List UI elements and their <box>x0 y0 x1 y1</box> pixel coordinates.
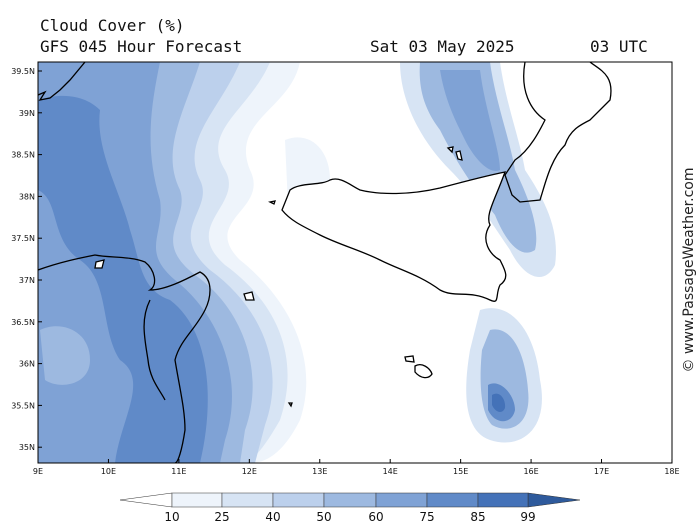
colorbar-segment <box>323 492 377 508</box>
lat-label: 35N <box>19 443 35 452</box>
colorbar-label: 10 <box>164 510 179 524</box>
lat-label: 37N <box>19 276 35 285</box>
map: 39.5N 39N 38.5N 38N 37.5N 37N 36.5N 36N 35.5N 35N… <box>11 61 680 476</box>
title: Cloud Cover (%) <box>40 16 185 35</box>
colorbar-label: 75 <box>419 510 434 524</box>
colorbar-label: 50 <box>316 510 331 524</box>
time: 03 UTC <box>590 37 648 56</box>
lon-label: 16E <box>523 467 538 476</box>
lon-label: 12E <box>242 467 257 476</box>
lon-label: 11E <box>171 467 186 476</box>
lon-label: 15E <box>453 467 468 476</box>
lat-label: 38N <box>19 192 35 201</box>
lat-labels: 39.5N 39N 38.5N 38N 37.5N 37N 36.5N 36N 35.5N 35N <box>11 67 42 452</box>
lat-label: 37.5N <box>11 234 35 243</box>
colorbar-segment <box>477 492 529 508</box>
lon-labels: 9E 10E 11E 12E 13E 14E 15E 16E 17E 18E <box>33 459 680 476</box>
lon-label: 10E <box>101 467 116 476</box>
lon-label: 9E <box>33 467 43 476</box>
colorbar-label: 25 <box>214 510 229 524</box>
lat-label: 39.5N <box>11 67 35 76</box>
lat-label: 36N <box>19 360 35 369</box>
lon-label: 13E <box>312 467 327 476</box>
lat-label: 38.5N <box>11 151 35 160</box>
colorbar: 10 25 40 50 60 75 85 99 <box>119 492 581 524</box>
colorbar-label: 40 <box>265 510 280 524</box>
lon-label: 17E <box>594 467 609 476</box>
lon-label: 14E <box>383 467 398 476</box>
colorbar-segment <box>221 492 274 508</box>
lon-label: 18E <box>664 467 679 476</box>
colorbar-label: 60 <box>368 510 383 524</box>
colorbar-segment <box>375 492 428 508</box>
colorbar-segment <box>171 492 223 508</box>
coastlines <box>38 62 612 463</box>
colorbar-segment <box>272 492 325 508</box>
lat-label: 35.5N <box>11 401 35 410</box>
colorbar-label: 85 <box>470 510 485 524</box>
cloud-field <box>38 62 556 463</box>
subtitle: GFS 045 Hour Forecast <box>40 37 242 56</box>
colorbar-label: 99 <box>520 510 535 524</box>
lat-label: 36.5N <box>11 318 35 327</box>
credit: © www.PassageWeather.com <box>681 167 697 372</box>
date: Sat 03 May 2025 <box>370 37 515 56</box>
lat-label: 39N <box>19 109 35 118</box>
colorbar-segment <box>426 492 479 508</box>
